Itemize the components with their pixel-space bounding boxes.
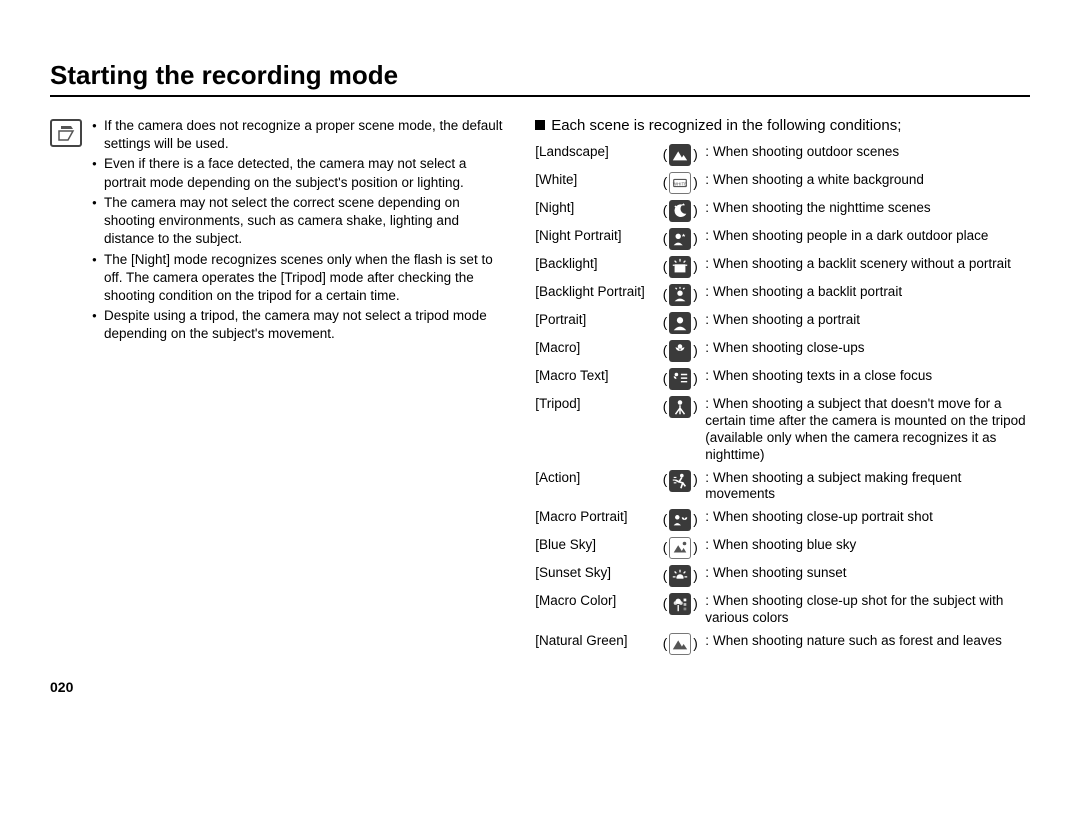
note-item: The camera may not select the correct sc… [92,194,505,249]
scene-icon-cell: () [655,368,705,390]
scene-row: [Landscape]():When shooting outdoor scen… [535,144,1030,166]
scene-label: [Portrait] [535,312,655,329]
sunset-icon [669,565,691,587]
page-number: 020 [50,679,1030,695]
scene-description: :When shooting texts in a close focus [705,368,1030,385]
macro-portrait-icon [669,509,691,531]
scene-row: [Sunset Sky]():When shooting sunset [535,565,1030,587]
scene-icon-cell: () [655,593,705,615]
scene-label: [Blue Sky] [535,537,655,554]
scene-description: :When shooting a backlit scenery without… [705,256,1030,273]
scene-icon-cell: () [655,509,705,531]
scene-icon-cell: () [655,144,705,166]
scene-description: :When shooting blue sky [705,537,1030,554]
scene-description: :When shooting a backlit portrait [705,284,1030,301]
scene-label: [White] [535,172,655,189]
scene-label: [Natural Green] [535,633,655,650]
scene-description: :When shooting close-up shot for the sub… [705,593,1030,627]
scenes-heading: Each scene is recognized in the followin… [535,117,1030,134]
scene-icon-cell: () [655,200,705,222]
landscape-icon [669,144,691,166]
natural-green-icon [669,633,691,655]
scene-row: [Night Portrait]():When shooting people … [535,228,1030,250]
scene-row: [Backlight Portrait]():When shooting a b… [535,284,1030,306]
page-title: Starting the recording mode [50,60,1030,97]
scene-label: [Landscape] [535,144,655,161]
scenes-list: [Landscape]():When shooting outdoor scen… [535,144,1030,655]
scene-description: :When shooting close-ups [705,340,1030,357]
scene-label: [Night] [535,200,655,217]
scene-icon-cell: () [655,172,705,194]
macro-color-icon [669,593,691,615]
note-item: If the camera does not recognize a prope… [92,117,505,153]
scene-icon-cell: () [655,470,705,492]
tripod-icon [669,396,691,418]
two-column-layout: If the camera does not recognize a prope… [50,117,1030,661]
scene-row: [Action]():When shooting a subject makin… [535,470,1030,504]
white-icon [669,172,691,194]
scenes-column: Each scene is recognized in the followin… [535,117,1030,661]
scene-description: :When shooting the nighttime scenes [705,200,1030,217]
scene-description: :When shooting people in a dark outdoor … [705,228,1030,245]
scene-label: [Macro Portrait] [535,509,655,526]
portrait-icon [669,312,691,334]
scene-icon-cell: () [655,284,705,306]
scene-label: [Action] [535,470,655,487]
scene-row: [Natural Green]():When shooting nature s… [535,633,1030,655]
action-icon [669,470,691,492]
scene-icon-cell: () [655,633,705,655]
scene-label: [Macro] [535,340,655,357]
scene-label: [Night Portrait] [535,228,655,245]
scene-icon-cell: () [655,312,705,334]
scene-row: [Macro Text]():When shooting texts in a … [535,368,1030,390]
scene-label: [Sunset Sky] [535,565,655,582]
scene-description: :When shooting nature such as forest and… [705,633,1030,650]
scene-icon-cell: () [655,256,705,278]
scene-row: [Macro]():When shooting close-ups [535,340,1030,362]
manual-page: Starting the recording mode If the camer… [0,0,1080,725]
scene-label: [Tripod] [535,396,655,413]
scene-description: :When shooting a subject making frequent… [705,470,1030,504]
scene-label: [Macro Color] [535,593,655,610]
note-item: The [Night] mode recognizes scenes only … [92,251,505,306]
scene-label: [Backlight Portrait] [535,284,655,301]
scene-icon-cell: () [655,537,705,559]
backlight-portrait-icon [669,284,691,306]
macro-text-icon [669,368,691,390]
scene-description: :When shooting outdoor scenes [705,144,1030,161]
scene-icon-cell: () [655,228,705,250]
scene-label: [Macro Text] [535,368,655,385]
scene-row: [Backlight]():When shooting a backlit sc… [535,256,1030,278]
night-portrait-icon [669,228,691,250]
scene-description: :When shooting sunset [705,565,1030,582]
scene-row: [Night]():When shooting the nighttime sc… [535,200,1030,222]
night-icon [669,200,691,222]
notes-list: If the camera does not recognize a prope… [92,117,505,346]
macro-icon [669,340,691,362]
note-item: Even if there is a face detected, the ca… [92,155,505,191]
scene-row: [Tripod]():When shooting a subject that … [535,396,1030,464]
scene-row: [White]():When shooting a white backgrou… [535,172,1030,194]
scene-icon-cell: () [655,396,705,418]
scene-description: :When shooting a subject that doesn't mo… [705,396,1030,464]
scene-row: [Portrait]():When shooting a portrait [535,312,1030,334]
notes-column: If the camera does not recognize a prope… [50,117,505,661]
blue-sky-icon [669,537,691,559]
scene-description: :When shooting a white background [705,172,1030,189]
scene-icon-cell: () [655,340,705,362]
scene-label: [Backlight] [535,256,655,273]
scene-icon-cell: () [655,565,705,587]
scene-row: [Macro Portrait]():When shooting close-u… [535,509,1030,531]
note-icon [50,119,82,147]
scene-description: :When shooting a portrait [705,312,1030,329]
scene-row: [Macro Color]():When shooting close-up s… [535,593,1030,627]
note-item: Despite using a tripod, the camera may n… [92,307,505,343]
backlight-icon [669,256,691,278]
bullet-square-icon [535,120,545,130]
scene-row: [Blue Sky]():When shooting blue sky [535,537,1030,559]
scene-description: :When shooting close-up portrait shot [705,509,1030,526]
